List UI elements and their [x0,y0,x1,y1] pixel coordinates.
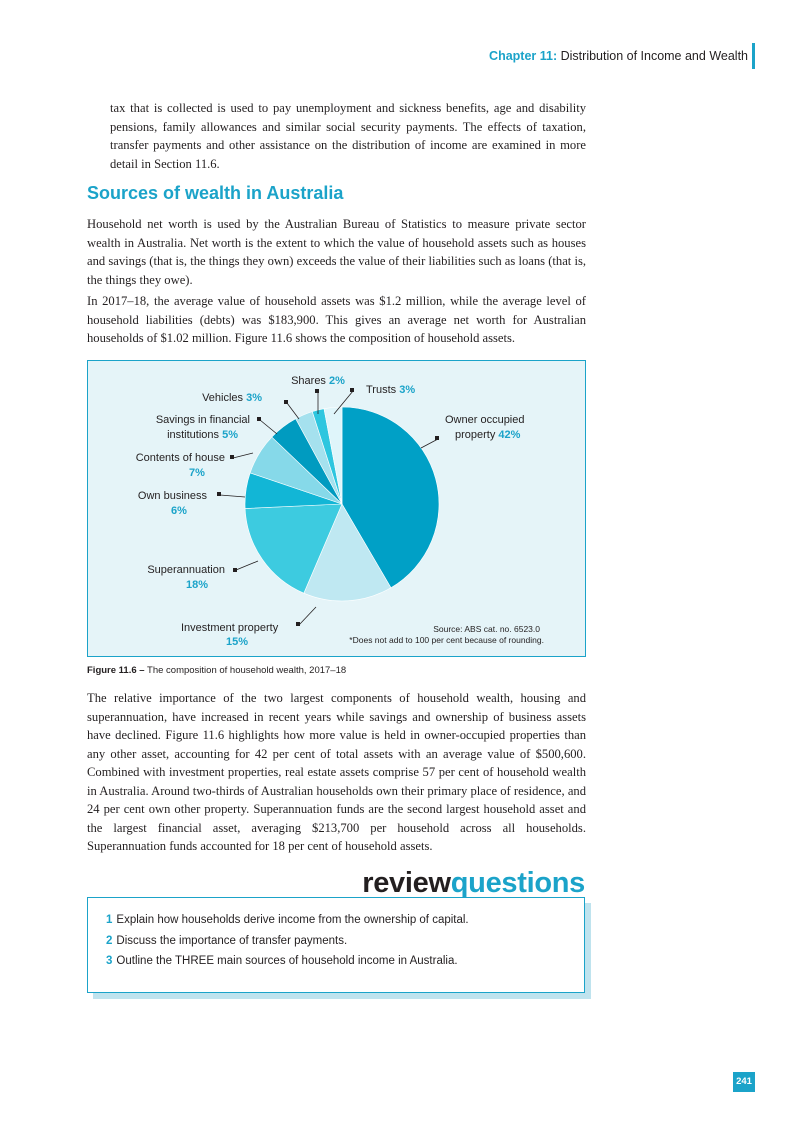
slice-label: Shares 2% [291,375,345,387]
slice-percent: 3% [246,392,262,404]
slice-label: Investment property [181,622,279,634]
question-number: 2 [106,934,113,947]
leader-marker [217,492,221,496]
leader-line [420,438,439,449]
slice-label: property 42% [455,429,521,441]
question-number: 1 [106,914,113,926]
pie-slice [244,503,343,594]
chapter-title: Distribution of Income and Wealth [560,49,748,63]
leader-line [286,402,300,420]
figure-caption-text: The composition of household wealth, 201… [147,665,347,676]
leader-marker [435,436,439,440]
chart-source: Source: ABS cat. no. 6523.0 [433,624,540,634]
running-header: Chapter 11: Distribution of Income and W… [489,49,748,63]
leader-line [259,419,278,435]
slice-label: Vehicles 3% [202,392,262,404]
importance-paragraph: The relative importance of the two large… [87,691,586,853]
slice-percent: 3% [399,384,415,396]
slice-percent: 18% [186,579,208,591]
slice-label: Superannuation [147,564,225,576]
review-questions-list: 1 Explain how households derive income fr… [106,914,469,976]
question-text: Explain how households derive income fro… [116,914,469,926]
leader-marker [315,389,319,393]
slice-label: Trusts 3% [366,384,415,396]
review-question-2: 2 Discuss the importance of transfer paym… [106,935,469,956]
review-questions-box: 1 Explain how households derive income fr… [87,897,585,993]
slice-percent: 7% [189,467,205,479]
section-heading: Sources of wealth in Australia [87,183,344,203]
question-text: Outline the THREE main sources of househ… [116,955,458,967]
leader-line [333,390,354,415]
review-question-3: 3 Outline the THREE main sources of house… [106,955,469,976]
review-title-part2: questions [450,867,586,899]
pie-slice [303,503,392,602]
chart-note: *Does not add to 100 per cent because of… [349,635,544,645]
slice-percent: 15% [226,636,248,648]
figure-caption-label: Figure 11.6 – [87,665,145,676]
pie-chart: Owner occupied property 42% Investment pro… [136,375,544,648]
leader-marker [257,417,261,421]
slice-percent: 42% [498,429,520,441]
leader-marker [230,455,234,459]
slice-label: Owner occupied [445,414,525,426]
figure-box: Owner occupied property 42% Investment pro… [87,360,586,657]
leader-line [232,452,254,459]
slice-label: Savings in financial [156,414,250,426]
page-number: 241 [733,1072,755,1092]
leader-marker [233,568,237,572]
net-worth-paragraph: Household net worth is used by the Austr… [87,217,586,287]
leader-marker [296,622,300,626]
question-number: 3 [106,955,113,967]
intro-paragraph: tax that is collected is used to pay une… [110,101,586,171]
pie-slice [341,406,440,589]
slice-label: Own business [138,490,208,502]
figure-caption: Figure 11.6 – The composition of househo… [87,665,346,676]
leader-line [219,494,246,498]
slice-percent: 2% [329,375,345,387]
pie-slice [323,406,343,505]
slice-percent: 6% [171,505,187,517]
slice-label: Contents of house [136,452,225,464]
review-questions-title: reviewquestions [362,866,585,900]
slice-label: institutions 5% [167,429,238,441]
leader-marker [284,400,288,404]
leader-marker [350,388,354,392]
leader-line [235,560,259,571]
averages-paragraph: In 2017–18, the average value of househo… [87,294,586,345]
review-question-1: 1 Explain how households derive income fr… [106,914,469,935]
header-rule [752,43,755,69]
review-title-part1: review [362,867,451,899]
chapter-number: Chapter 11: [489,49,558,63]
slice-percent: 5% [222,429,238,441]
question-text: Discuss the importance of transfer payme… [116,934,348,947]
leader-line [298,606,317,626]
